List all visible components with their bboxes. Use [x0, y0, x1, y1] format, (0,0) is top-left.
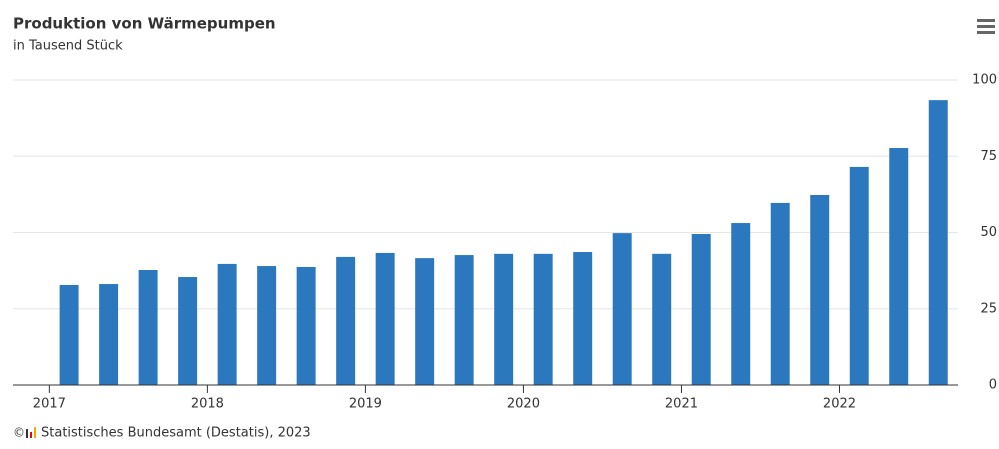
x-tick-label: 2018 — [191, 397, 224, 412]
bar — [928, 100, 948, 385]
bar — [375, 252, 395, 385]
bar — [849, 166, 869, 385]
chart-title: Produktion von Wärmepumpen — [13, 15, 276, 33]
copyright: © — [13, 426, 25, 440]
bar — [652, 253, 672, 385]
bar — [494, 253, 514, 385]
x-tick-label: 2019 — [349, 397, 382, 412]
y-tick-label: 100 — [972, 73, 997, 88]
x-tick-label: 2021 — [665, 397, 698, 412]
x-tick-label: 2022 — [823, 397, 856, 412]
bar — [99, 284, 119, 385]
bar — [415, 258, 435, 385]
bar — [533, 253, 553, 385]
bar — [454, 255, 474, 385]
source: Statistisches Bundesamt (Destatis), 2023 — [41, 426, 311, 441]
menu-bar — [977, 25, 995, 28]
chart-subtitle: in Tausend Stück — [13, 39, 123, 54]
logo-bar — [30, 432, 32, 438]
bar — [810, 194, 830, 385]
bar — [770, 202, 790, 385]
x-tick-label: 2020 — [507, 397, 540, 412]
y-tick-label: 25 — [980, 301, 997, 316]
bar — [217, 263, 237, 385]
bar — [296, 266, 316, 385]
y-tick-label: 75 — [980, 149, 997, 164]
menu-bar — [977, 31, 995, 34]
bar — [889, 148, 909, 385]
y-tick-label: 50 — [980, 225, 997, 240]
bar — [138, 270, 158, 385]
menu-bar — [977, 19, 995, 22]
bar — [691, 234, 711, 385]
y-tick-label: 0 — [989, 378, 997, 393]
bar — [731, 223, 751, 385]
bar — [612, 233, 632, 385]
bar — [178, 277, 198, 385]
logo — [26, 427, 36, 438]
x-tick-label: 2017 — [33, 397, 66, 412]
menu-icon[interactable] — [977, 19, 995, 34]
logo-bar — [26, 429, 28, 438]
bar — [59, 284, 79, 385]
bar — [257, 266, 277, 385]
bar — [573, 252, 593, 385]
logo-bar — [34, 427, 36, 438]
bar — [336, 256, 356, 385]
